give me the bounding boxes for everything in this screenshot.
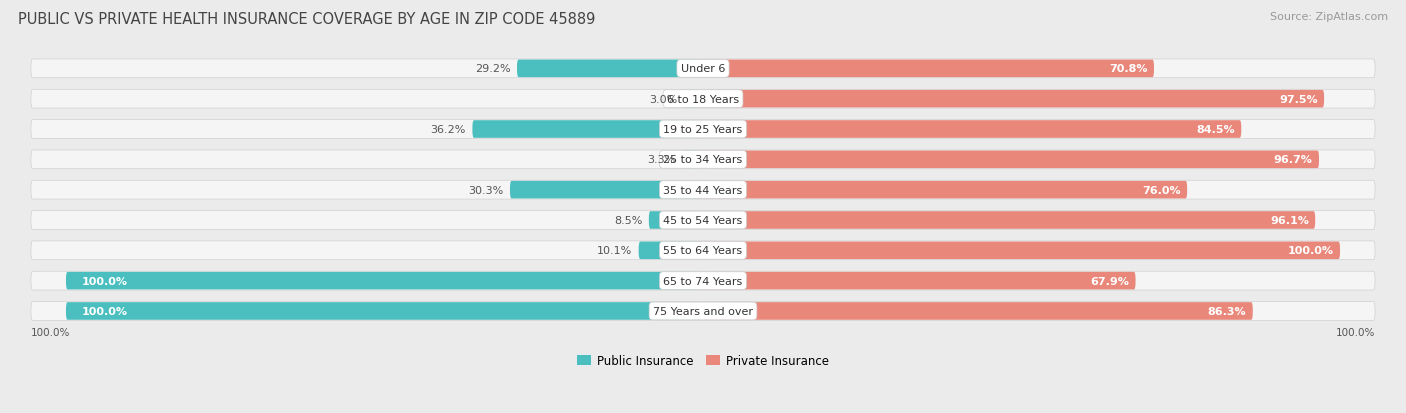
Text: 100.0%: 100.0% xyxy=(82,276,128,286)
Text: 3.0%: 3.0% xyxy=(650,95,678,104)
Text: 75 Years and over: 75 Years and over xyxy=(652,306,754,316)
FancyBboxPatch shape xyxy=(703,60,1154,78)
FancyBboxPatch shape xyxy=(703,272,1136,290)
FancyBboxPatch shape xyxy=(510,181,703,199)
FancyBboxPatch shape xyxy=(703,181,1187,199)
FancyBboxPatch shape xyxy=(472,121,703,138)
Text: 19 to 25 Years: 19 to 25 Years xyxy=(664,125,742,135)
FancyBboxPatch shape xyxy=(31,272,1375,290)
FancyBboxPatch shape xyxy=(66,302,703,320)
Text: 97.5%: 97.5% xyxy=(1279,95,1317,104)
Text: 25 to 34 Years: 25 to 34 Years xyxy=(664,155,742,165)
FancyBboxPatch shape xyxy=(517,60,703,78)
FancyBboxPatch shape xyxy=(31,181,1375,199)
FancyBboxPatch shape xyxy=(66,272,703,290)
FancyBboxPatch shape xyxy=(703,242,1340,259)
FancyBboxPatch shape xyxy=(31,90,1375,109)
FancyBboxPatch shape xyxy=(31,151,1375,169)
FancyBboxPatch shape xyxy=(638,242,703,259)
Text: 6 to 18 Years: 6 to 18 Years xyxy=(666,95,740,104)
FancyBboxPatch shape xyxy=(31,60,1375,78)
Text: 70.8%: 70.8% xyxy=(1109,64,1147,74)
Text: PUBLIC VS PRIVATE HEALTH INSURANCE COVERAGE BY AGE IN ZIP CODE 45889: PUBLIC VS PRIVATE HEALTH INSURANCE COVER… xyxy=(18,12,596,27)
Text: Source: ZipAtlas.com: Source: ZipAtlas.com xyxy=(1270,12,1388,22)
Text: 65 to 74 Years: 65 to 74 Years xyxy=(664,276,742,286)
FancyBboxPatch shape xyxy=(31,120,1375,139)
FancyBboxPatch shape xyxy=(703,91,1324,108)
FancyBboxPatch shape xyxy=(703,302,1253,320)
FancyBboxPatch shape xyxy=(703,212,1315,229)
Text: 10.1%: 10.1% xyxy=(598,246,633,256)
Text: 100.0%: 100.0% xyxy=(1288,246,1334,256)
Legend: Public Insurance, Private Insurance: Public Insurance, Private Insurance xyxy=(572,350,834,372)
FancyBboxPatch shape xyxy=(683,91,703,108)
Text: 36.2%: 36.2% xyxy=(430,125,465,135)
FancyBboxPatch shape xyxy=(31,211,1375,230)
Text: 100.0%: 100.0% xyxy=(82,306,128,316)
FancyBboxPatch shape xyxy=(703,121,1241,138)
Text: 29.2%: 29.2% xyxy=(475,64,510,74)
Text: 55 to 64 Years: 55 to 64 Years xyxy=(664,246,742,256)
FancyBboxPatch shape xyxy=(682,151,703,169)
Text: 30.3%: 30.3% xyxy=(468,185,503,195)
Text: 84.5%: 84.5% xyxy=(1197,125,1234,135)
Text: 100.0%: 100.0% xyxy=(1336,328,1375,337)
Text: 8.5%: 8.5% xyxy=(614,216,643,225)
Text: 100.0%: 100.0% xyxy=(31,328,70,337)
Text: 96.1%: 96.1% xyxy=(1270,216,1309,225)
Text: 35 to 44 Years: 35 to 44 Years xyxy=(664,185,742,195)
FancyBboxPatch shape xyxy=(31,241,1375,260)
Text: 86.3%: 86.3% xyxy=(1208,306,1246,316)
Text: 67.9%: 67.9% xyxy=(1090,276,1129,286)
Text: 45 to 54 Years: 45 to 54 Years xyxy=(664,216,742,225)
FancyBboxPatch shape xyxy=(703,151,1319,169)
Text: 76.0%: 76.0% xyxy=(1142,185,1181,195)
Text: 3.3%: 3.3% xyxy=(647,155,676,165)
Text: 96.7%: 96.7% xyxy=(1274,155,1313,165)
FancyBboxPatch shape xyxy=(648,212,703,229)
FancyBboxPatch shape xyxy=(31,302,1375,320)
Text: Under 6: Under 6 xyxy=(681,64,725,74)
